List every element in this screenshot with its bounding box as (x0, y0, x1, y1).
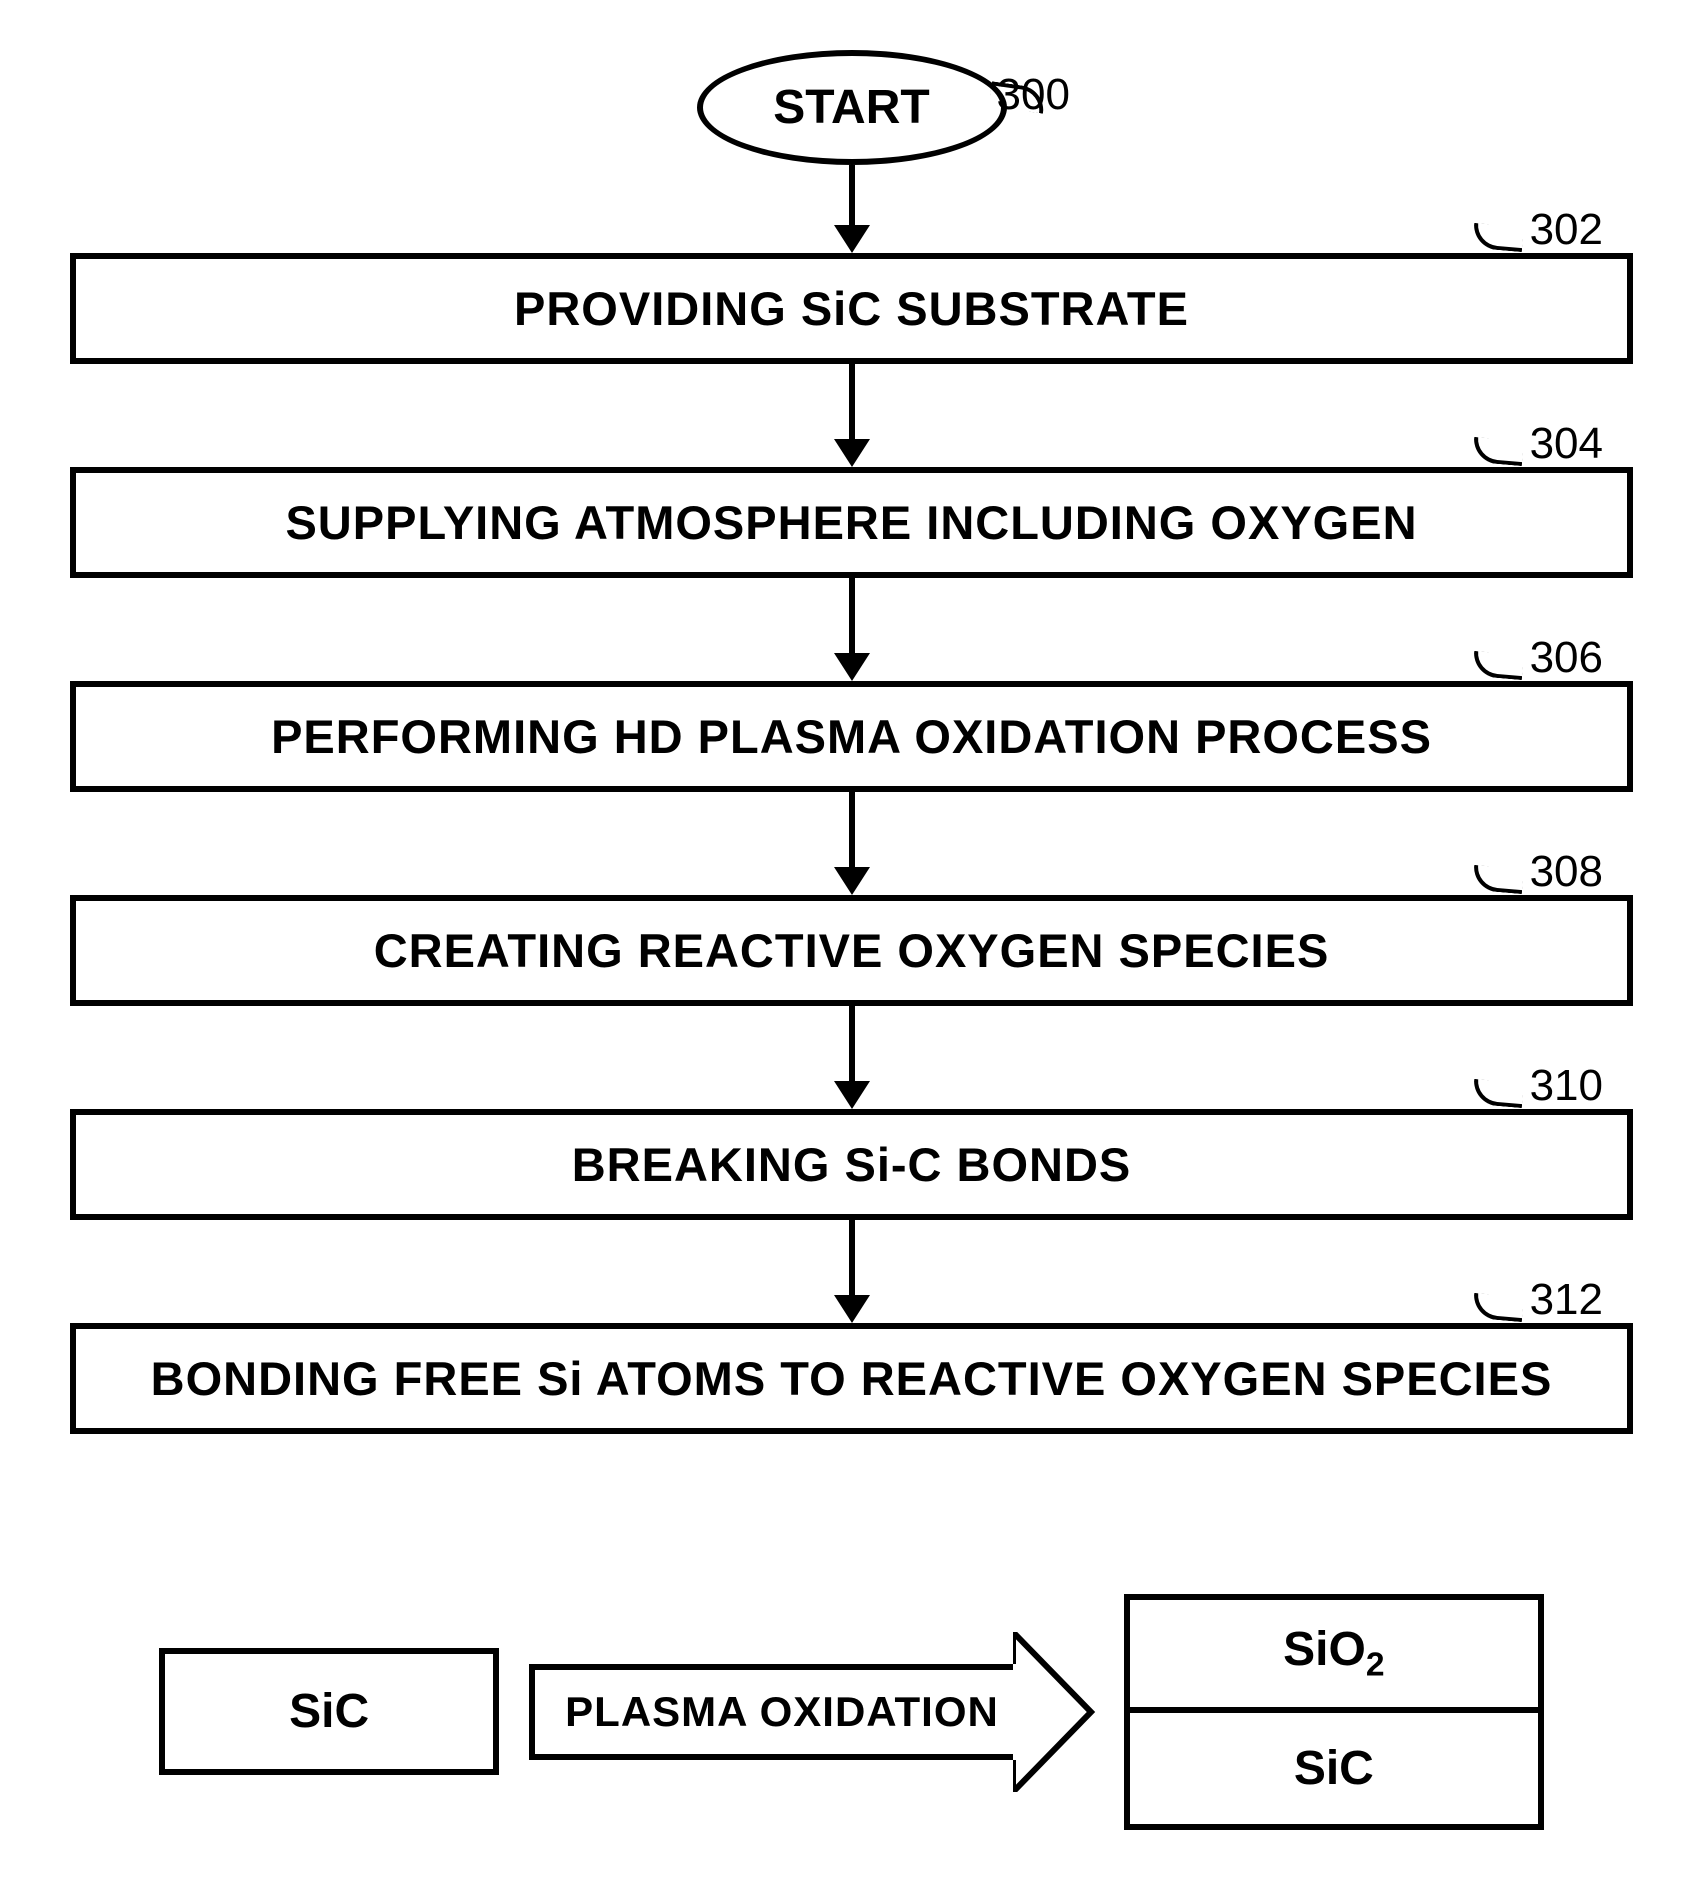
step-box-306: PERFORMING HD PLASMA OXIDATION PROCESS (70, 681, 1633, 792)
input-material-text: SiC (289, 1685, 369, 1738)
output-top-layer: SiO2 (1130, 1600, 1538, 1713)
step-label: 312 (1530, 1275, 1603, 1325)
step-wrapper-310: 310 BREAKING Si-C BONDS (70, 1109, 1633, 1220)
flow-arrow (834, 578, 870, 681)
step-text: BREAKING Si-C BONDS (572, 1138, 1132, 1191)
step-leader-line (1472, 223, 1524, 252)
step-wrapper-308: 308 CREATING REACTIVE OXYGEN SPECIES (70, 895, 1633, 1006)
output-material-box: SiO2 SiC (1124, 1594, 1544, 1830)
process-arrow: PLASMA OXIDATION (529, 1632, 1094, 1792)
output-top-subscript: 2 (1366, 1647, 1385, 1684)
step-wrapper-302: 302 PROVIDING SiC SUBSTRATE (70, 253, 1633, 364)
flow-arrow (834, 792, 870, 895)
step-text: CREATING REACTIVE OXYGEN SPECIES (374, 924, 1330, 977)
step-leader-line (1472, 1079, 1524, 1108)
start-node: START (697, 50, 1007, 165)
process-arrow-head-icon (1019, 1632, 1094, 1792)
flow-arrow (834, 364, 870, 467)
start-node-wrapper: START 300 (697, 50, 1007, 165)
step-box-304: SUPPLYING ATMOSPHERE INCLUDING OXYGEN (70, 467, 1633, 578)
process-label: PLASMA OXIDATION (565, 1688, 999, 1736)
step-label: 302 (1530, 205, 1603, 255)
arrow-head-icon (834, 867, 870, 895)
arrow-line (849, 792, 855, 867)
arrow-line (849, 1220, 855, 1295)
transformation-diagram: SiC PLASMA OXIDATION SiO2 SiC (70, 1594, 1633, 1830)
flowchart-container: START 300 302 PROVIDING SiC SUBSTRATE 30… (70, 50, 1633, 1434)
step-text: SUPPLYING ATMOSPHERE INCLUDING OXYGEN (285, 496, 1417, 549)
step-wrapper-306: 306 PERFORMING HD PLASMA OXIDATION PROCE… (70, 681, 1633, 792)
step-wrapper-312: 312 BONDING FREE Si ATOMS TO REACTIVE OX… (70, 1323, 1633, 1434)
start-text: START (773, 80, 929, 135)
step-leader-line (1472, 865, 1524, 894)
step-label: 304 (1530, 419, 1603, 469)
arrow-line (849, 165, 855, 225)
flow-arrow (834, 1006, 870, 1109)
step-text: PROVIDING SiC SUBSTRATE (514, 282, 1189, 335)
arrow-line (849, 1006, 855, 1081)
arrow-head-icon (834, 225, 870, 253)
step-box-312: BONDING FREE Si ATOMS TO REACTIVE OXYGEN… (70, 1323, 1633, 1434)
step-label: 306 (1530, 633, 1603, 683)
step-leader-line (1472, 437, 1524, 466)
step-leader-line (1472, 1293, 1524, 1322)
arrow-head-icon (834, 439, 870, 467)
step-wrapper-304: 304 SUPPLYING ATMOSPHERE INCLUDING OXYGE… (70, 467, 1633, 578)
step-text: PERFORMING HD PLASMA OXIDATION PROCESS (271, 710, 1432, 763)
step-leader-line (1472, 651, 1524, 680)
arrow-line (849, 364, 855, 439)
process-arrow-body: PLASMA OXIDATION (529, 1664, 1019, 1760)
output-bottom-text: SiC (1294, 1742, 1374, 1795)
step-label: 310 (1530, 1061, 1603, 1111)
flow-arrow (834, 1220, 870, 1323)
step-box-308: CREATING REACTIVE OXYGEN SPECIES (70, 895, 1633, 1006)
arrow-line (849, 578, 855, 653)
arrow-head-icon (834, 1081, 870, 1109)
step-box-310: BREAKING Si-C BONDS (70, 1109, 1633, 1220)
output-top-text: SiO (1283, 1623, 1366, 1676)
step-text: BONDING FREE Si ATOMS TO REACTIVE OXYGEN… (151, 1352, 1553, 1405)
flow-arrow (834, 165, 870, 253)
arrow-head-icon (834, 1295, 870, 1323)
arrow-head-icon (834, 653, 870, 681)
step-label: 308 (1530, 847, 1603, 897)
output-bottom-layer: SiC (1130, 1713, 1538, 1824)
step-box-302: PROVIDING SiC SUBSTRATE (70, 253, 1633, 364)
input-material-box: SiC (159, 1648, 499, 1775)
start-label: 300 (997, 70, 1070, 120)
